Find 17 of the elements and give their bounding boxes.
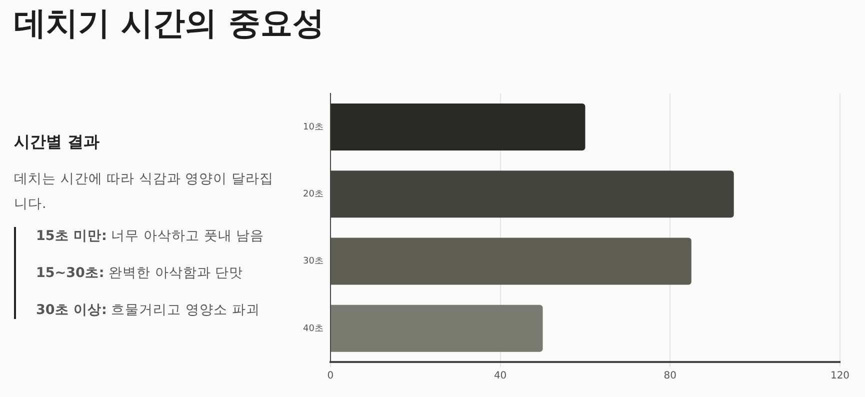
text: 15초 미만: 너무 아삭하고 풋내 남음	[36, 227, 266, 245]
text: 30초 이상: 흐물거리고 영양소 파괴	[36, 301, 261, 319]
text: 시간별 결과	[14, 132, 101, 153]
text: 데치는 시간에 따라 식감과 영양이 달라집니다.	[14, 170, 274, 214]
y-tick-label: 20초	[303, 189, 324, 200]
y-tick-label: 30초	[303, 256, 324, 267]
bar	[330, 304, 543, 352]
x-tick-label: 120	[830, 370, 850, 382]
chart-title: 데치기 시간의 중요성	[14, 3, 324, 44]
x-tick-label: 40	[494, 370, 507, 382]
text: 15~30초: 완벽한 아삭함과 단맛	[36, 264, 244, 282]
x-tick-label: 0	[327, 370, 334, 382]
bar	[330, 238, 692, 285]
bar	[330, 103, 586, 150]
x-tick-label: 80	[664, 370, 677, 382]
y-tick-label: 40초	[303, 324, 324, 334]
y-tick-label: 10초	[303, 122, 324, 132]
